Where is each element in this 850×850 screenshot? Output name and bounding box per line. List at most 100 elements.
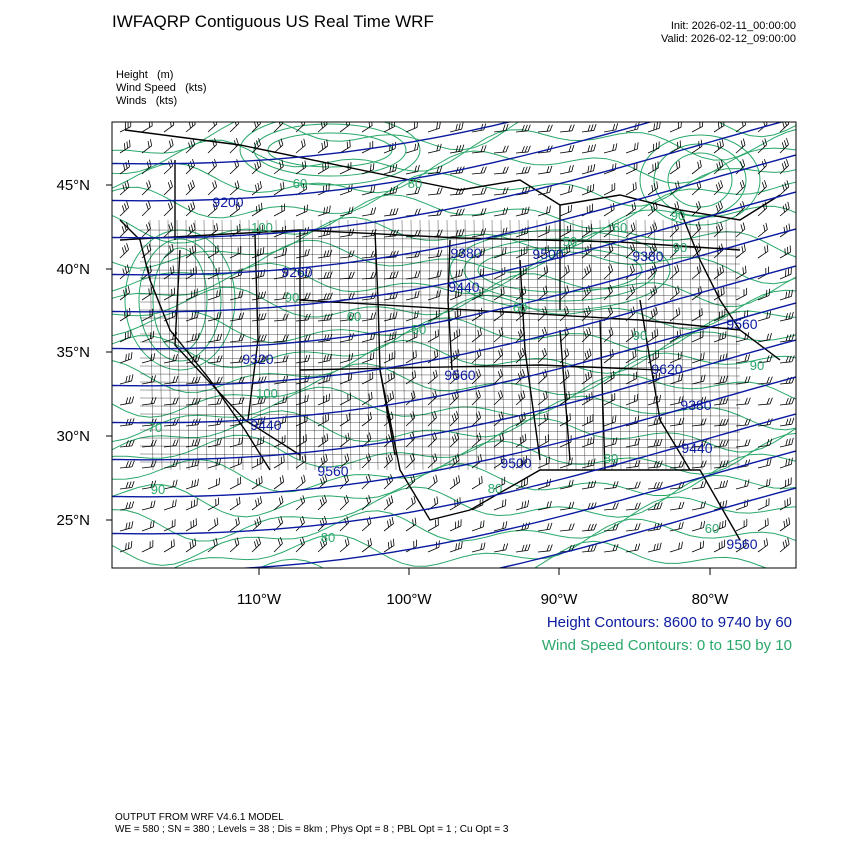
wind-legend: Wind Speed Contours: 0 to 150 by 10 xyxy=(541,637,792,654)
wind-barb xyxy=(471,228,487,238)
wind-barb xyxy=(735,180,745,196)
county-line xyxy=(464,219,469,471)
county-line xyxy=(139,285,741,289)
wind-barb xyxy=(251,455,264,469)
wind-barb xyxy=(119,460,135,469)
wind-barb xyxy=(229,456,243,469)
wind-barb xyxy=(713,539,726,553)
county-line xyxy=(248,219,253,471)
wind-barb xyxy=(581,203,594,217)
wind-barb xyxy=(383,495,394,511)
wind-barb xyxy=(757,376,773,385)
wind-barb xyxy=(229,246,242,259)
wind-barb xyxy=(405,517,417,532)
wind-barb xyxy=(119,541,133,553)
wind-barb xyxy=(141,180,152,196)
wind-barb xyxy=(449,208,465,217)
wind-barb xyxy=(647,328,659,343)
wind-barb xyxy=(427,309,440,322)
height-contour-line xyxy=(497,487,796,568)
wind-barb xyxy=(317,227,332,238)
county-line xyxy=(139,309,741,313)
wind-barb xyxy=(185,244,197,259)
wind-contour-ring xyxy=(653,143,747,217)
state-border xyxy=(124,129,781,221)
county-line xyxy=(329,219,334,471)
wind-barb xyxy=(713,460,729,469)
wind-barb xyxy=(185,332,200,343)
height-contour-label: 9440 xyxy=(681,440,712,456)
county-line xyxy=(401,219,406,471)
wind-barb xyxy=(295,495,306,511)
wind-barb xyxy=(449,288,463,301)
lon-label: 90°W xyxy=(541,591,579,608)
wind-barb xyxy=(471,432,482,448)
wind-barb xyxy=(273,247,288,259)
wind-barb xyxy=(295,248,310,259)
wind-barb xyxy=(405,453,415,469)
wind-barb xyxy=(273,355,289,364)
wind-contour-line xyxy=(112,496,796,566)
wind-barb xyxy=(229,476,242,490)
wind-barb xyxy=(713,519,727,532)
map-frame xyxy=(111,121,797,569)
state-border xyxy=(174,249,301,456)
wind-barb xyxy=(295,292,311,301)
height-contour-label: 9500 xyxy=(500,455,531,471)
wind-contour-label: 90 xyxy=(673,240,687,255)
wind-contour-ring xyxy=(253,123,407,177)
wind-barb xyxy=(141,243,152,259)
wind-barb xyxy=(339,353,354,364)
wind-barb xyxy=(295,160,307,175)
wind-barb xyxy=(317,249,333,259)
wind-barb xyxy=(273,495,284,511)
wind-barb xyxy=(559,124,575,133)
wind-barb xyxy=(559,306,569,322)
wind-barb xyxy=(273,291,289,301)
county-line xyxy=(446,219,451,471)
wind-barb xyxy=(669,417,685,427)
wind-barb xyxy=(185,138,196,154)
wind-barb xyxy=(185,438,201,448)
wind-barb xyxy=(163,222,174,238)
wind-barb xyxy=(207,333,223,343)
wind-barb xyxy=(207,245,219,259)
wind-barb xyxy=(691,201,701,217)
wind-barb xyxy=(537,500,552,511)
wind-barb xyxy=(185,518,197,532)
county-line xyxy=(275,219,280,471)
wind-contour-label: 60 xyxy=(705,521,719,536)
wind-barb xyxy=(515,369,525,385)
wind-barb xyxy=(251,516,262,532)
wind-barb xyxy=(383,453,393,469)
wind-barb xyxy=(207,201,218,217)
wind-barb xyxy=(757,222,768,238)
wind-barb xyxy=(405,495,416,511)
wind-barb xyxy=(405,290,420,301)
wind-barb xyxy=(119,374,134,385)
wind-barb xyxy=(119,243,129,259)
wind-contour-line xyxy=(112,129,796,175)
wind-barb xyxy=(317,495,327,511)
wind-barb xyxy=(647,542,662,553)
wind-barb xyxy=(163,180,173,196)
wind-barb xyxy=(625,222,636,238)
wind-barb xyxy=(581,183,595,196)
wind-barb xyxy=(713,122,725,133)
wind-barb xyxy=(779,311,794,322)
wind-barb xyxy=(273,181,285,196)
wind-barb xyxy=(427,165,443,175)
wind-barb xyxy=(229,138,239,154)
county-line xyxy=(139,301,741,305)
wind-barb xyxy=(647,161,659,175)
wind-barb xyxy=(273,159,284,175)
wind-barb xyxy=(735,397,751,406)
county-line xyxy=(149,219,154,471)
wind-barb xyxy=(537,434,549,448)
county-line xyxy=(311,219,316,471)
lon-label: 100°W xyxy=(386,591,432,608)
wind-barb xyxy=(603,182,616,196)
wind-barb xyxy=(119,122,132,133)
wind-barb xyxy=(559,523,575,532)
wind-barb xyxy=(339,206,354,217)
